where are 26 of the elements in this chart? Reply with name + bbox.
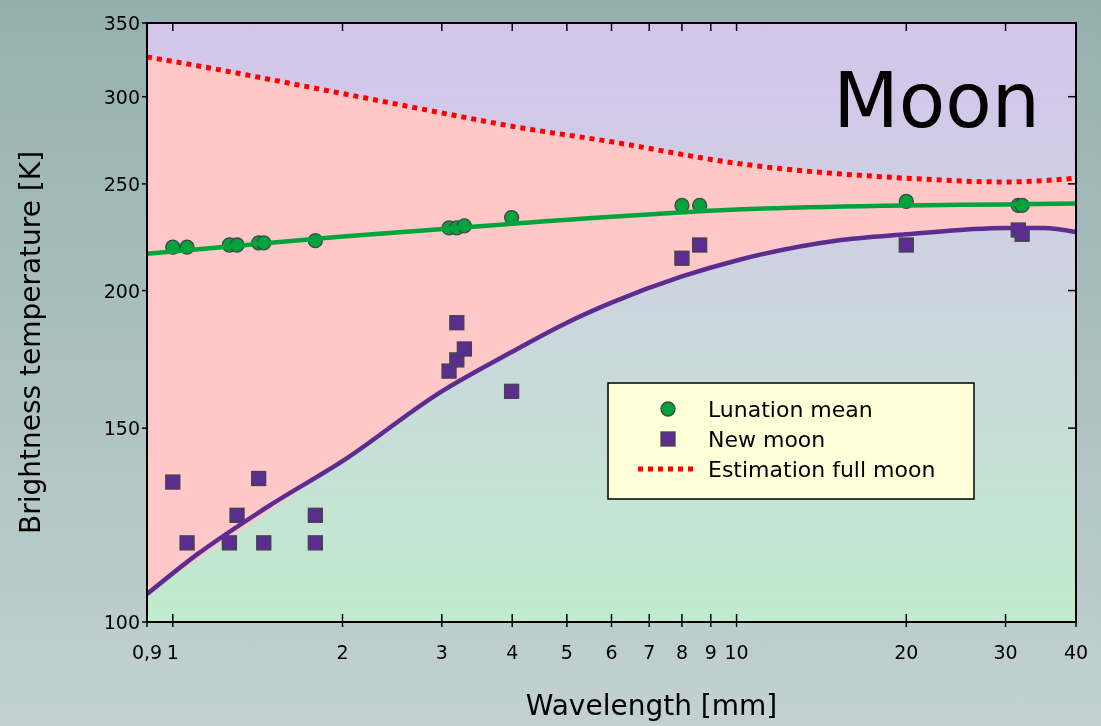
- y-tick-label: 350: [103, 12, 140, 34]
- x-tick-label: 3: [435, 641, 448, 663]
- x-axis-title: Wavelength [mm]: [525, 689, 778, 722]
- y-tick-label: 300: [103, 85, 140, 108]
- x-tick-label: 0,9: [131, 641, 163, 663]
- x-tick-label: 6: [605, 641, 618, 663]
- x-tick-label: 5: [560, 641, 573, 663]
- x-tick-label: 20: [894, 641, 919, 663]
- x-tick-label: 30: [993, 641, 1018, 663]
- x-tick-label: 2: [336, 641, 349, 663]
- text: Moon: [833, 56, 1040, 145]
- y-tick-label: 100: [103, 611, 140, 633]
- x-tick-label: 10: [724, 641, 749, 663]
- x-tick-label: 9: [704, 641, 717, 663]
- legend-label: Lunation mean: [708, 397, 873, 422]
- x-tick-label: 8: [675, 641, 688, 663]
- y-tick-label: 200: [103, 279, 140, 302]
- y-tick-label: 250: [103, 172, 140, 195]
- legend-label: Estimation full moon: [708, 457, 936, 482]
- y-tick-label: 150: [103, 417, 140, 440]
- x-tick-label: 1: [166, 641, 179, 663]
- y-axis-title: Brightness temperature [K]: [14, 150, 47, 535]
- legend-label: New moon: [708, 427, 826, 452]
- x-tick-label: 40: [1063, 641, 1089, 663]
- x-tick-label: 7: [643, 641, 656, 663]
- x-tick-label: 4: [506, 641, 519, 663]
